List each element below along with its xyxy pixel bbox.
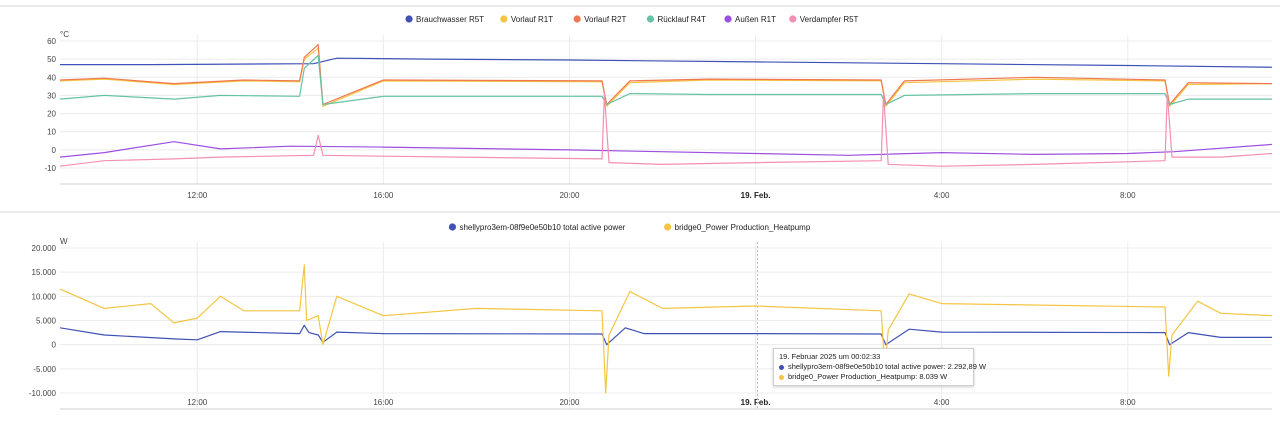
legend-dot-icon — [405, 15, 413, 23]
tooltip-dot-icon — [779, 364, 784, 370]
x-tick-label: 8:00 — [1120, 398, 1136, 407]
temperature-chart: 60 50 40 30 20 10 0 -10 °C 12:00 16:00 20:00 19. Feb… — [44, 15, 1272, 200]
series-line-4 — [60, 141, 1272, 158]
tooltip-dot-icon — [779, 374, 784, 380]
legend-entry-4: Außen R1T — [735, 15, 776, 24]
x-tick-label: 12:00 — [187, 191, 208, 200]
x-tick-label: 19. Feb. — [741, 398, 771, 407]
chart-tooltip: 19. Februar 2025 um 00:02:33 shellypro3e… — [773, 348, 986, 386]
x-tick-label: 16:00 — [373, 191, 394, 200]
legend-entry-5: Verdampfer R5T — [800, 15, 859, 24]
y-tick-label: 15.000 — [32, 268, 57, 277]
tooltip-row-text: shellypro3em-08f9e0e50b10 total active p… — [788, 362, 987, 371]
y-tick-label: 20 — [47, 110, 56, 119]
y-tick-label: 30 — [47, 91, 56, 100]
y-tick-label: 40 — [47, 73, 56, 82]
x-tick-label: 12:00 — [187, 398, 208, 407]
series-line-1 — [60, 264, 1272, 394]
legend-dot-icon — [789, 15, 797, 23]
legend-dot-icon — [448, 223, 457, 231]
legend-entry-1: bridge0_Power Production_Heatpump — [675, 223, 811, 232]
x-tick-label: 4:00 — [934, 191, 950, 200]
x-tick-label: 4:00 — [934, 398, 950, 407]
legend-dot-icon — [724, 15, 732, 23]
y-tick-label: -10 — [44, 164, 56, 173]
tooltip-row-text: bridge0_Power Production_Heatpump: 8.039… — [788, 372, 948, 381]
y-tick-label: 50 — [47, 55, 56, 64]
power-chart: 20.000 15.000 10.000 5.000 0 -5.000 -10.000 W 12… — [29, 223, 1272, 410]
legend-entry-0: shellypro3em-08f9e0e50b10 total active p… — [459, 223, 625, 232]
legend-entry-3: Rücklauf R4T — [657, 15, 706, 24]
y-tick-label: -5.000 — [33, 365, 56, 374]
x-tick-label: 8:00 — [1120, 191, 1136, 200]
legend-dot-icon — [500, 15, 508, 23]
x-tick-label: 20:00 — [559, 398, 580, 407]
legend-entry-0: Brauchwasser R5T — [416, 15, 484, 24]
y-tick-label: 60 — [47, 37, 56, 46]
y-tick-label: 20.000 — [32, 244, 57, 253]
legend-dot-icon — [646, 15, 655, 23]
x-tick-label: 20:00 — [559, 191, 580, 200]
series-line-0 — [60, 324, 1272, 346]
x-tick-label: 19. Feb. — [741, 191, 771, 200]
y-tick-label: 10 — [47, 128, 56, 137]
series-line-1 — [60, 47, 1272, 107]
legend-entry-1: Vorlauf R1T — [511, 15, 553, 24]
series-line-5 — [60, 93, 1272, 167]
x-tick-label: 16:00 — [373, 398, 394, 407]
legend-dot-icon — [664, 223, 672, 231]
y-unit-label: °C — [60, 30, 69, 39]
y-unit-label: W — [60, 237, 68, 246]
legend-dot-icon — [573, 15, 581, 23]
tooltip-title: 19. Februar 2025 um 00:02:33 — [779, 352, 881, 361]
y-tick-label: 0 — [52, 146, 57, 155]
y-tick-label: 0 — [52, 341, 57, 350]
series-line-0 — [60, 57, 1272, 68]
y-tick-label: 5.000 — [36, 317, 57, 326]
y-tick-label: -10.000 — [29, 389, 57, 398]
y-tick-label: 10.000 — [32, 292, 57, 301]
tooltip-row-power: shellypro3em-08f9e0e50b10 total active p… — [779, 362, 986, 372]
series-line-3 — [60, 54, 1272, 106]
legend-entry-2: Vorlauf R2T — [584, 15, 626, 24]
tooltip-row-heatpump: bridge0_Power Production_Heatpump: 8.039… — [779, 372, 968, 382]
